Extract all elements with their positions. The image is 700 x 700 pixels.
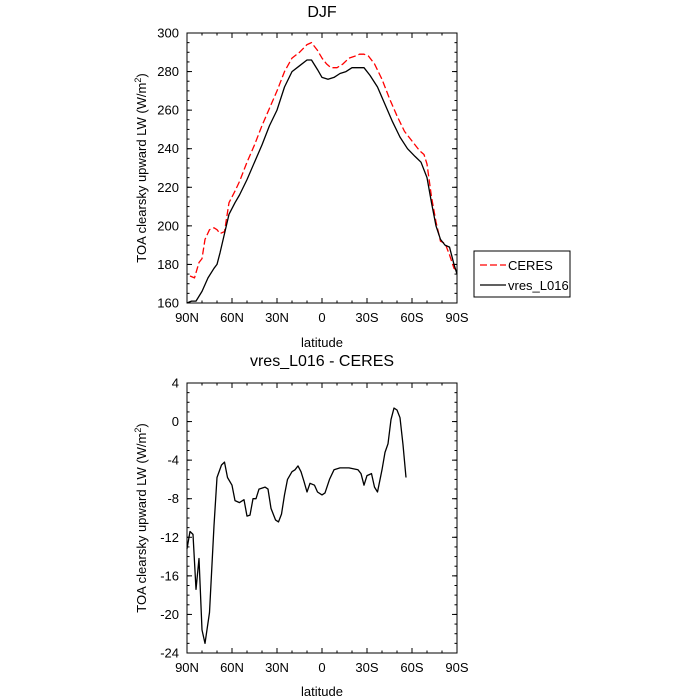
x-tick-labels: 90N 60N 30N 0 30S 60S 90S bbox=[175, 660, 469, 675]
x-tick-label: 30N bbox=[265, 310, 289, 325]
y-axis-label-sup: 2 bbox=[133, 78, 143, 83]
legend-box bbox=[473, 250, 571, 298]
y-axis-label-main: TOA clearsky upward LW (W/m bbox=[134, 83, 149, 263]
y-tick-label: -8 bbox=[167, 491, 179, 506]
y-tick-label: 220 bbox=[157, 180, 179, 195]
y-axis-label-sup: 2 bbox=[133, 428, 143, 433]
y-tick-labels: -24 -20 -16 -12 -8 -4 0 4 bbox=[160, 376, 179, 661]
y-tick-label: -24 bbox=[160, 646, 179, 661]
y-axis-label: TOA clearsky upward LW (W/m2) bbox=[133, 423, 149, 612]
y-tick-label: 200 bbox=[157, 218, 179, 233]
y-axis-label: TOA clearsky upward LW (W/m2) bbox=[133, 73, 149, 262]
x-tick-label: 60N bbox=[220, 310, 244, 325]
y-axis-label-end: ) bbox=[134, 423, 149, 427]
x-tick-label: 90S bbox=[445, 310, 468, 325]
y-tick-label: 0 bbox=[172, 414, 179, 429]
chart-title: vres_L016 - CERES bbox=[250, 353, 394, 370]
y-tick-label: -20 bbox=[160, 607, 179, 622]
series-lines bbox=[186, 41, 458, 304]
x-tick-label: 90N bbox=[175, 310, 199, 325]
y-tick-label: -12 bbox=[160, 530, 179, 545]
plot-area-top: 90N 60N 30N 0 30S 60S 90S 160 180 200 220 240 260 28… bbox=[157, 26, 469, 326]
panel-top: DJF 90N 60N 30N 0 30S 60S 90S 160 180 200 220 240 2… bbox=[133, 4, 571, 350]
axis-ticks bbox=[186, 32, 458, 304]
series-lines bbox=[186, 407, 407, 645]
y-tick-label: 300 bbox=[157, 26, 179, 41]
y-tick-label: 4 bbox=[172, 376, 179, 391]
y-tick-label: 180 bbox=[157, 257, 179, 272]
x-tick-label: 60N bbox=[220, 660, 244, 675]
x-tick-label: 90N bbox=[175, 660, 199, 675]
x-tick-label: 60S bbox=[400, 660, 423, 675]
y-axis-label-end: ) bbox=[134, 73, 149, 77]
y-tick-label: -16 bbox=[160, 568, 179, 583]
plot-frame bbox=[186, 32, 458, 304]
series-line-ceres bbox=[189, 41, 458, 279]
x-axis-label: latitude bbox=[301, 335, 343, 350]
x-tick-label: 0 bbox=[318, 660, 325, 675]
x-tick-label: 60S bbox=[400, 310, 423, 325]
x-tick-label: 0 bbox=[318, 310, 325, 325]
plot-area-bottom: 90N 60N 30N 0 30S 60S 90S -24 -20 -16 -12 -8 -4 0 4 bbox=[160, 376, 469, 676]
y-tick-label: 280 bbox=[157, 64, 179, 79]
series-line-vres-l016 bbox=[186, 59, 458, 304]
x-tick-label: 30S bbox=[355, 310, 378, 325]
y-tick-label: 160 bbox=[157, 296, 179, 311]
y-tick-label: 240 bbox=[157, 141, 179, 156]
y-tick-labels: 160 180 200 220 240 260 280 300 bbox=[157, 26, 179, 311]
x-tick-labels: 90N 60N 30N 0 30S 60S 90S bbox=[175, 310, 469, 325]
chart-title: DJF bbox=[307, 4, 337, 21]
x-axis-label: latitude bbox=[301, 684, 343, 699]
plot-frame bbox=[186, 382, 458, 654]
x-tick-label: 30S bbox=[355, 660, 378, 675]
legend-label-ceres: CERES bbox=[508, 258, 553, 273]
legend: CERES vres_L016 bbox=[473, 250, 571, 298]
y-tick-label: -4 bbox=[167, 453, 179, 468]
axis-ticks bbox=[186, 382, 458, 654]
panel-bottom: vres_L016 - CERES 90N 60N 30N 0 30S 60S 90S -2… bbox=[133, 353, 469, 699]
legend-label-vres: vres_L016 bbox=[508, 278, 569, 293]
x-tick-label: 30N bbox=[265, 660, 289, 675]
y-tick-label: 260 bbox=[157, 103, 179, 118]
series-line-difference bbox=[186, 407, 407, 645]
x-tick-label: 90S bbox=[445, 660, 468, 675]
y-axis-label-main: TOA clearsky upward LW (W/m bbox=[134, 433, 149, 613]
